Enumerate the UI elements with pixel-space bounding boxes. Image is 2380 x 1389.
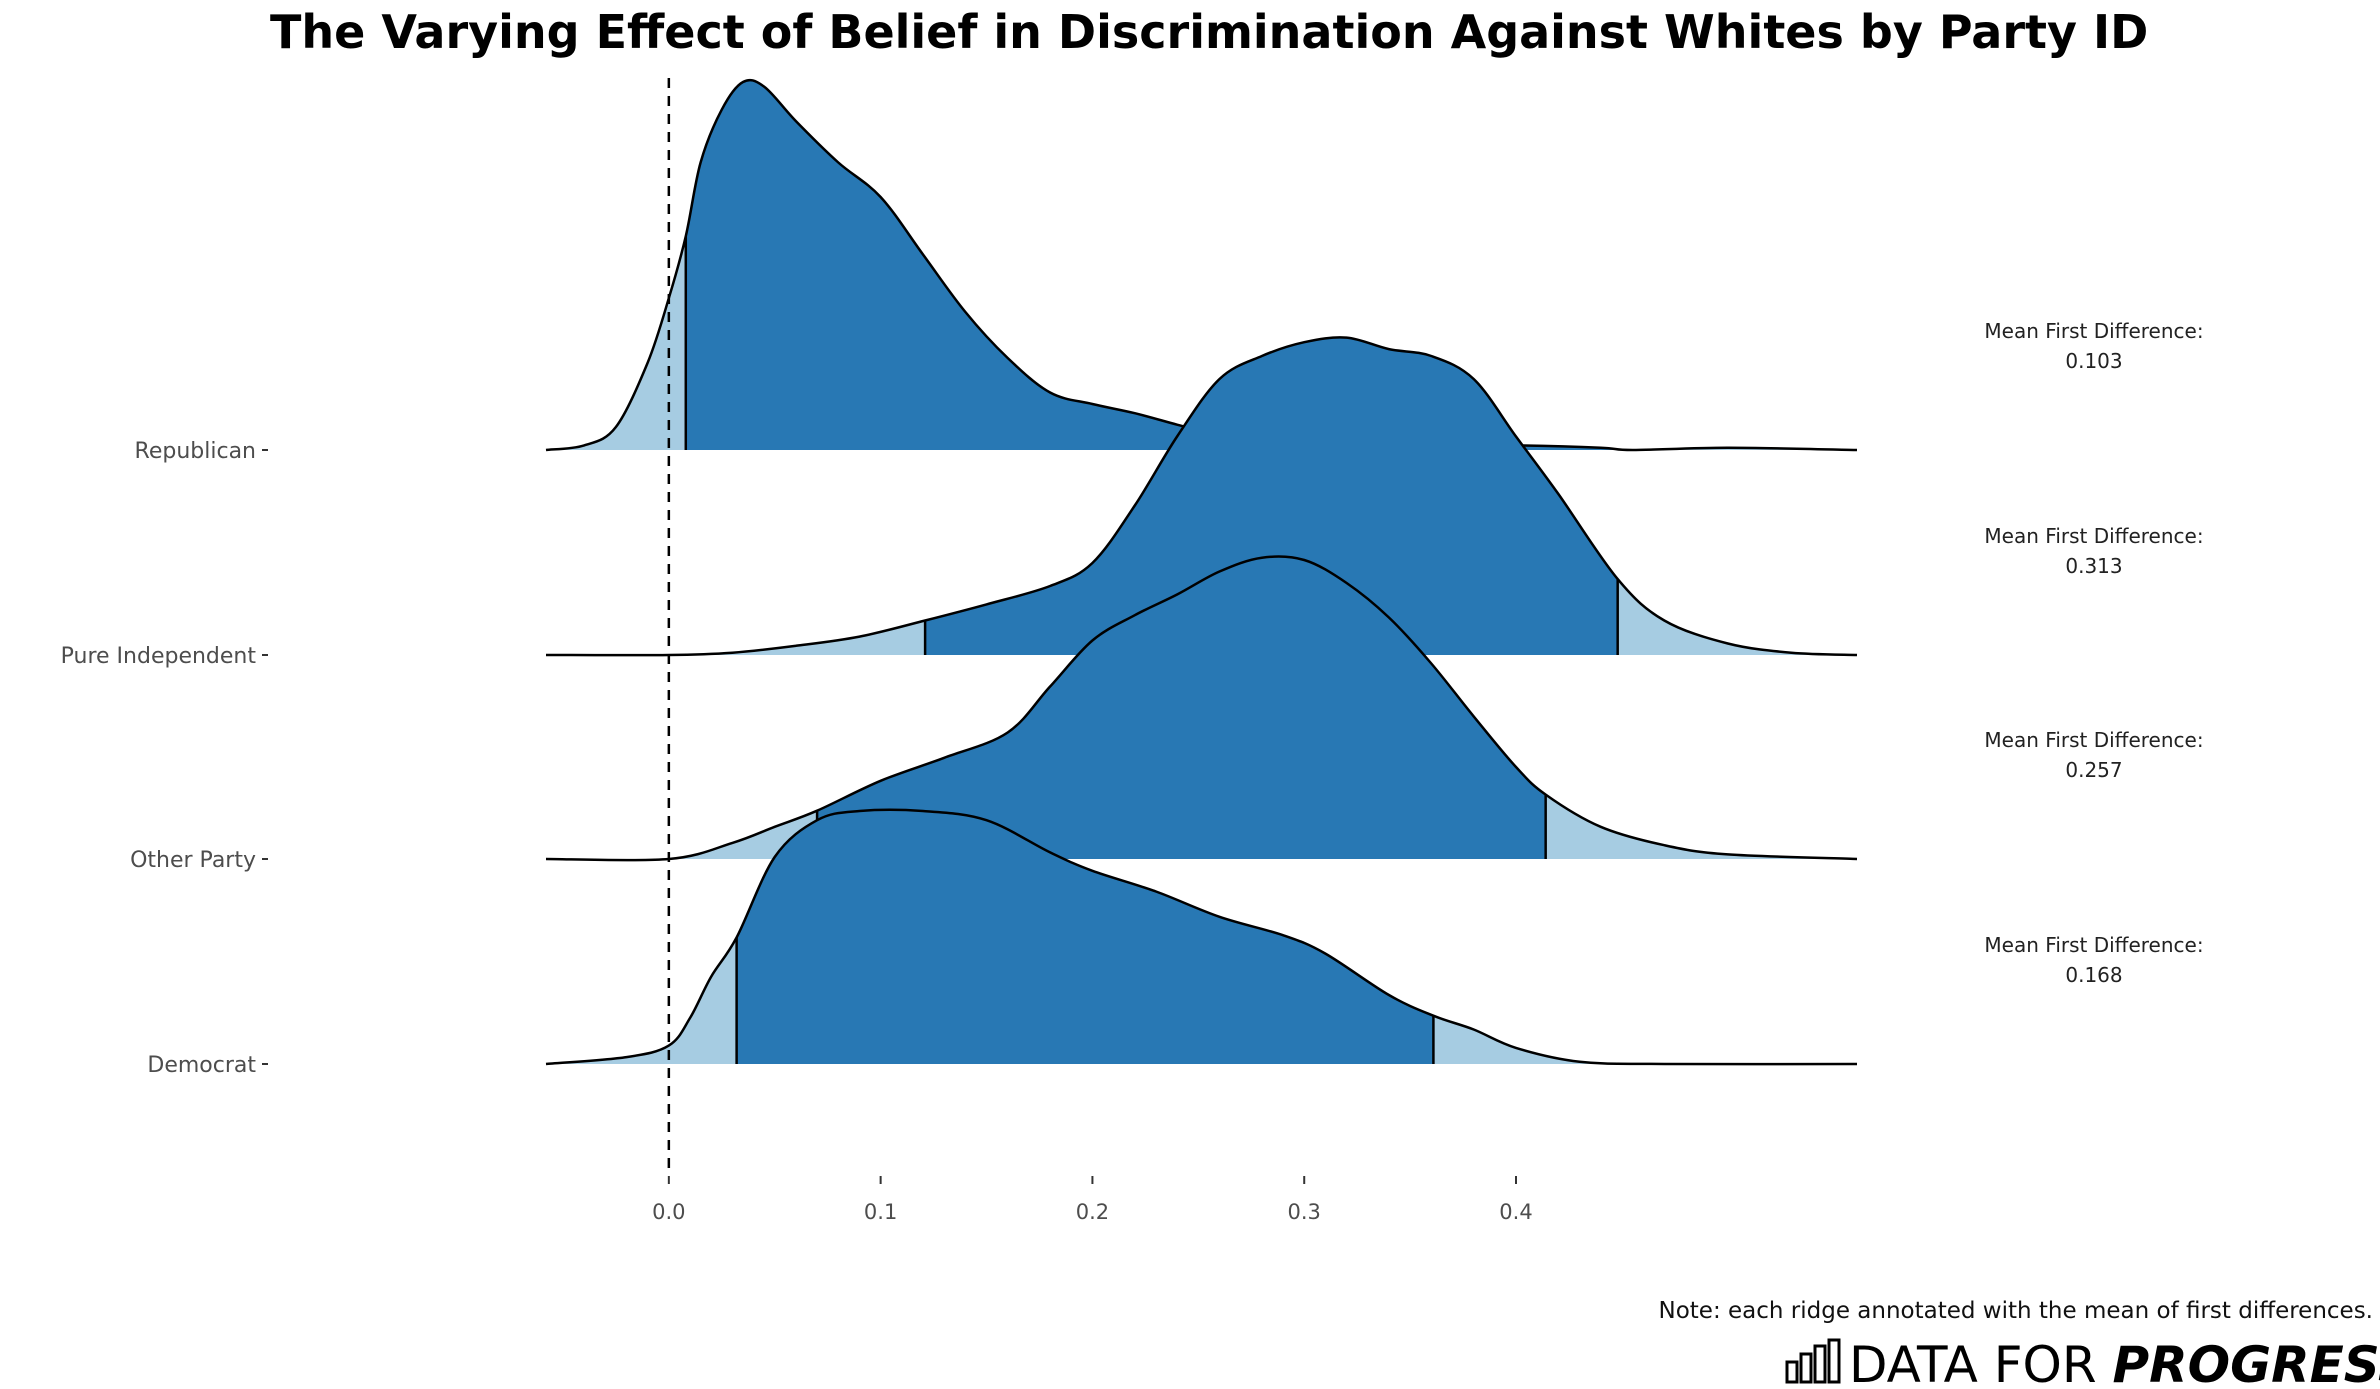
ridge-outline	[545, 336, 1858, 657]
x-tick-label: 0.1	[864, 1200, 897, 1224]
mean-annotation-label: Mean First Difference:	[1984, 319, 2203, 343]
x-tick-label: 0.0	[652, 1200, 685, 1224]
mean-annotation-republican: Mean First Difference: 0.103	[1984, 319, 2203, 373]
mean-annotation-value: 0.257	[2065, 758, 2122, 782]
mean-annotation-label: Mean First Difference:	[1984, 728, 2203, 752]
y-label-pure-independent: Pure Independent	[61, 644, 257, 669]
y-label-other-party: Other Party	[130, 848, 256, 873]
chart-title: The Varying Effect of Belief in Discrimi…	[270, 5, 2148, 59]
ridge-outline	[545, 808, 1858, 1066]
mean-annotation-label: Mean First Difference:	[1984, 933, 2203, 957]
footnote: Note: each ridge annotated with the mean…	[1659, 1298, 2374, 1324]
mean-annotation-other-party: Mean First Difference: 0.257	[1984, 728, 2203, 782]
x-tick-label: 0.3	[1288, 1200, 1321, 1224]
bar-chart-icon	[1785, 1338, 1841, 1384]
mean-annotation-pure-independent: Mean First Difference: 0.313	[1984, 524, 2203, 578]
x-tick-label: 0.2	[1076, 1200, 1109, 1224]
x-axis-ticks: 0.0 0.1 0.2 0.3 0.4	[652, 1176, 1533, 1224]
mean-annotation-value: 0.103	[2065, 349, 2122, 373]
ridge-outline	[545, 555, 1858, 862]
brand-name-bold: PROGRESS	[2112, 1336, 2380, 1389]
mean-annotation-value: 0.313	[2065, 554, 2122, 578]
ridges	[545, 78, 1858, 1066]
brand-logo: DATA FOR PROGRESS	[1785, 1336, 2380, 1389]
ridge-republican	[545, 78, 1858, 452]
mean-annotation-democrat: Mean First Difference: 0.168	[1984, 933, 2203, 987]
y-label-republican: Republican	[135, 439, 256, 464]
ridge-interval-area	[685, 80, 1633, 450]
mean-annotation-label: Mean First Difference:	[1984, 524, 2203, 548]
brand-name: DATA FOR PROGRESS	[1849, 1336, 2380, 1389]
y-axis-labels: Republican Pure Independent Other Party Dem…	[61, 439, 268, 1078]
brand-name-regular: DATA FOR	[1849, 1336, 2112, 1389]
x-tick-label: 0.4	[1499, 1200, 1532, 1224]
mean-annotation-value: 0.168	[2065, 963, 2122, 987]
y-label-democrat: Democrat	[147, 1053, 256, 1078]
